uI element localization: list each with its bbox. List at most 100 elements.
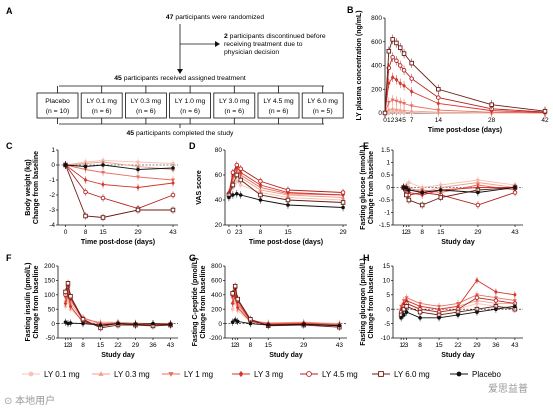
data-point	[397, 45, 403, 50]
y-tick-label: 0	[378, 110, 382, 117]
data-point	[386, 107, 391, 111]
legend-item: LY 6.0 mg	[372, 370, 430, 379]
y-tick-label: -2	[49, 192, 55, 199]
data-point	[401, 67, 407, 73]
data-point	[235, 296, 240, 302]
x-tick-label: 8	[418, 342, 422, 349]
data-point	[378, 371, 384, 377]
series-0.3	[230, 291, 342, 328]
data-point	[390, 98, 395, 103]
data-point	[475, 278, 479, 283]
data-point	[238, 166, 243, 171]
y-tick-label: -50	[46, 335, 56, 342]
series-line	[403, 179, 516, 188]
panel-g: G -200 0 200 400 600 800 123 8 15 29 43 Study day Fas…	[189, 253, 347, 359]
y-axis-label: Fasting glucagon (pmol/L)	[360, 258, 367, 346]
y-tick-label: 800	[211, 263, 222, 270]
y-tick-label: 200	[44, 263, 55, 270]
x-tick-label: 4	[398, 117, 402, 124]
y-tick-label: -10	[381, 335, 391, 342]
panel-label-e: E	[363, 141, 369, 151]
data-point	[409, 60, 414, 66]
x-tick-label: 28	[488, 117, 496, 124]
data-point	[542, 108, 548, 114]
legend-item: LY 1 mg	[162, 370, 213, 379]
data-point	[456, 313, 460, 317]
series-placebo	[230, 316, 342, 330]
y-axis-label: Change from baseline	[33, 151, 40, 224]
data-point	[394, 99, 399, 104]
y-tick-label: 5	[386, 292, 390, 299]
arm-n: (n = 10)	[46, 108, 70, 115]
data-point	[230, 291, 235, 296]
watermark: 爱思益普	[488, 382, 528, 395]
data-point	[406, 197, 412, 203]
y-axis-label: Change from baseline	[200, 265, 207, 338]
series-4.5	[382, 52, 548, 118]
data-point	[136, 175, 140, 180]
series-line	[384, 56, 546, 114]
x-tick-label: 42	[541, 117, 549, 124]
y-tick-label: 1.5	[381, 147, 390, 154]
data-point	[230, 296, 235, 301]
data-point	[238, 193, 243, 197]
data-point	[63, 163, 68, 167]
data-point	[407, 180, 411, 185]
y-axis-label: LY plasma concentration (ng/mL)	[356, 10, 363, 120]
x-tick-label: 36	[149, 342, 157, 349]
y-tick-label: -200	[209, 335, 222, 342]
data-point	[258, 198, 263, 202]
data-point	[65, 281, 71, 286]
data-point	[135, 207, 141, 213]
data-point	[168, 372, 174, 377]
arm-name: LY 3.0 mg	[219, 98, 250, 105]
data-point	[266, 323, 271, 327]
watermark-left: ⊙ 本地用户	[4, 394, 55, 407]
data-point	[494, 289, 498, 295]
x-tick-label: 43	[511, 342, 519, 349]
flowchart: A 47 participants were randomized 2 part…	[6, 6, 344, 137]
data-point	[438, 195, 444, 200]
legend-label: LY 6.0 mg	[394, 370, 430, 379]
data-point	[409, 104, 414, 109]
data-point	[390, 106, 395, 111]
x-axis-label: Time post-dose (days)	[428, 127, 502, 134]
x-tick-label: 2	[233, 342, 237, 349]
data-point	[100, 215, 106, 220]
x-tick-label: 3	[405, 342, 409, 349]
data-point	[235, 305, 240, 311]
data-point	[98, 323, 103, 327]
x-tick-label: 1	[64, 342, 68, 349]
arm-name: LY 0.3 mg	[131, 98, 162, 105]
panel-c: C -4 -3 -2 -1 0 1 0 8 15 29 43 Time post-dose (days)…	[6, 141, 178, 246]
data-point	[83, 177, 88, 183]
x-tick-label: 8	[259, 229, 263, 236]
data-point	[63, 289, 68, 295]
data-point	[238, 183, 243, 187]
series-line	[384, 76, 546, 114]
x-tick-label: 1	[399, 342, 403, 349]
y-axis-label: Change from baseline	[368, 151, 375, 224]
x-tick-label: 29	[300, 342, 308, 349]
panel-label-c: C	[6, 141, 13, 151]
panel-f: F -50 0 50 100 150 200 123 8 15 22 29 36 43 Study day F…	[6, 253, 178, 359]
x-axis-label: Study day	[101, 352, 135, 359]
flow-arrow-branch	[215, 41, 220, 47]
data-point	[230, 320, 235, 324]
y-tick-label: 20	[215, 222, 223, 229]
data-point	[230, 182, 236, 188]
data-point	[474, 295, 480, 300]
data-point	[409, 89, 414, 94]
data-point	[306, 371, 312, 377]
data-point	[475, 202, 481, 208]
data-point	[394, 40, 399, 46]
panel-d: D 20 40 60 80 0 2 3 8 15 29 Time post-dose (days) VA…	[189, 141, 347, 246]
data-point	[151, 321, 155, 326]
series-line	[65, 164, 173, 218]
arm-n: (n = 6)	[224, 108, 244, 115]
y-tick-label: 0	[386, 185, 390, 192]
data-point	[397, 63, 403, 68]
data-point	[230, 307, 235, 312]
y-tick-label: 0	[51, 162, 55, 169]
